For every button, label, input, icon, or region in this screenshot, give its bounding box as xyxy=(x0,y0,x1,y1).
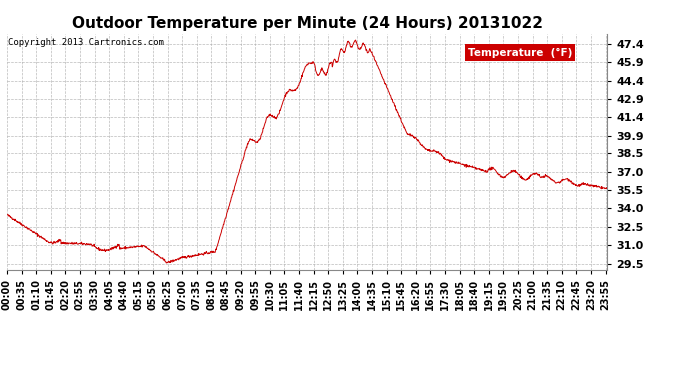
Text: Temperature  (°F): Temperature (°F) xyxy=(468,48,572,58)
Title: Outdoor Temperature per Minute (24 Hours) 20131022: Outdoor Temperature per Minute (24 Hours… xyxy=(72,16,542,31)
Text: Copyright 2013 Cartronics.com: Copyright 2013 Cartronics.com xyxy=(8,39,164,48)
